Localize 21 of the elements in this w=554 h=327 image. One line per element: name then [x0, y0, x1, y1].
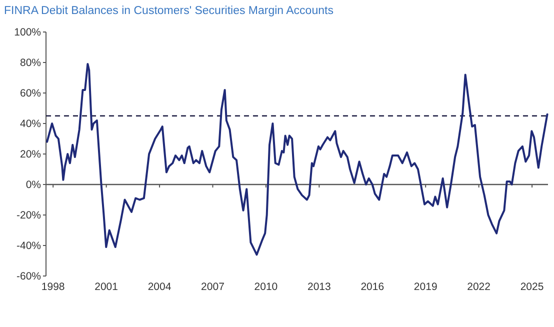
- x-tick-label: 2013: [307, 281, 332, 293]
- x-tick-label: 1998: [41, 281, 65, 293]
- x-tick-label: 2019: [414, 281, 438, 293]
- x-tick-label: 2001: [94, 281, 118, 293]
- x-tick-label: 2004: [148, 281, 172, 293]
- x-tick-label: 2022: [467, 281, 491, 293]
- x-tick-label: 2025: [520, 281, 544, 293]
- y-tick-label: -40%: [16, 240, 41, 252]
- x-tick-label: 2007: [201, 281, 225, 293]
- x-tick-label: 2010: [254, 281, 278, 293]
- chart-title: FINRA Debit Balances in Customers' Securities Margin Accounts: [4, 5, 334, 17]
- y-tick-label: 20%: [20, 148, 41, 161]
- y-tick-label: -20%: [16, 210, 41, 222]
- line-series: [46, 63, 548, 256]
- y-tick-label: 0%: [26, 179, 41, 192]
- y-tick-label: 60%: [20, 88, 41, 100]
- y-tick-label: 40%: [20, 118, 41, 130]
- y-tick-label: 100%: [14, 26, 41, 39]
- y-tick-label: -60%: [16, 270, 41, 283]
- x-tick-label: 2016: [360, 281, 384, 293]
- y-tick-label: 80%: [20, 57, 41, 70]
